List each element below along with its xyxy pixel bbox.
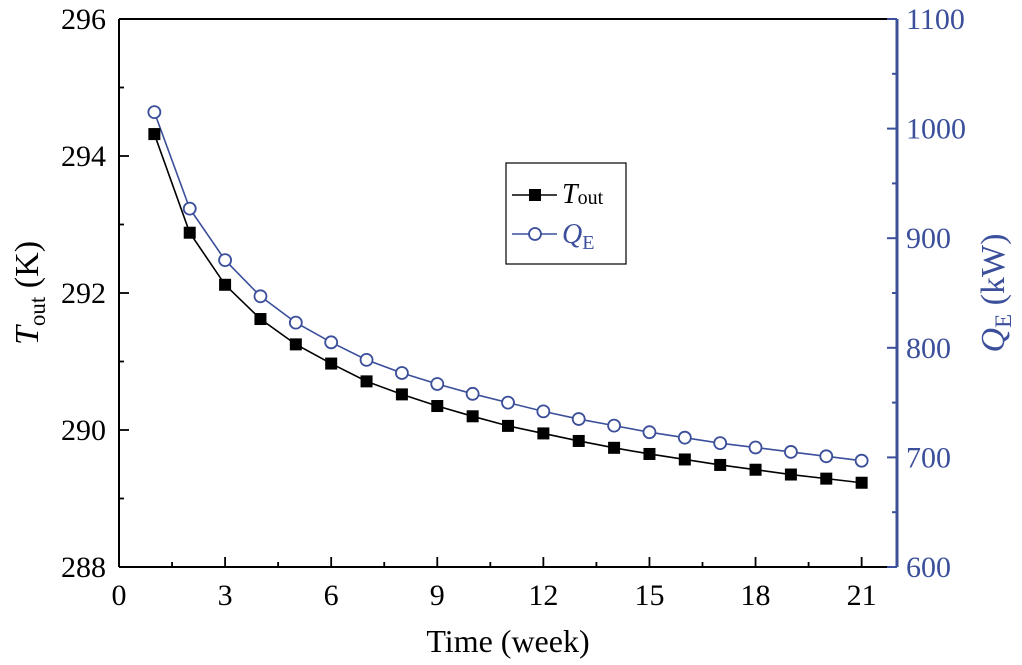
data-point-Tout: [678, 453, 691, 466]
data-point-QE: [642, 425, 657, 440]
x-tick-label: 3: [218, 579, 233, 612]
left-y-tick-label: 296: [61, 3, 106, 36]
legend-label-qe-main: Q: [562, 219, 582, 250]
data-point-QE: [182, 201, 197, 216]
data-point-QE: [748, 440, 763, 455]
legend-label-tout-main: T: [562, 179, 580, 210]
data-point-Tout: [360, 375, 373, 388]
data-point-QE: [607, 418, 621, 433]
left-axis-title-main: T: [9, 324, 46, 345]
x-tick-label: 12: [528, 579, 558, 612]
data-point-QE: [465, 386, 480, 401]
right-axis-title: QE (kW): [975, 234, 1016, 353]
data-point-Tout: [466, 410, 479, 423]
data-point-Tout: [749, 463, 762, 476]
data-point-QE: [713, 436, 728, 451]
data-point-Tout: [608, 441, 621, 454]
data-point-Tout: [784, 468, 797, 481]
data-point-QE: [571, 412, 586, 426]
data-point-Tout: [502, 419, 514, 432]
x-tick-label: 6: [324, 579, 339, 612]
data-point-Tout: [855, 476, 868, 489]
data-point-Tout: [183, 226, 196, 239]
data-point-Tout: [820, 472, 833, 485]
data-point-Tout: [289, 338, 302, 351]
series-markers: [147, 105, 869, 489]
legend-box: [505, 162, 627, 265]
data-point-QE: [677, 430, 692, 445]
left-axis-title-sub: out: [25, 296, 50, 326]
data-point-Tout: [643, 447, 656, 460]
x-tick-label: 0: [112, 579, 127, 612]
right-y-tick-label: 800: [906, 332, 951, 365]
right-y-tick-label: 1000: [906, 113, 966, 146]
left-y-tick-label: 288: [61, 551, 106, 584]
x-axis-title: Time (week): [426, 623, 589, 659]
x-ticks: 0 3 6 9 12 15 18 21: [112, 557, 877, 612]
data-point-QE: [253, 289, 268, 304]
legend-label-qe: QE: [562, 219, 594, 254]
data-point-QE: [218, 253, 232, 268]
left-y-tick-label: 292: [61, 277, 106, 310]
data-point-QE: [854, 453, 869, 468]
data-point-Tout: [254, 313, 267, 326]
legend-marker-tout: [529, 189, 541, 201]
right-y-tick-label: 700: [906, 441, 951, 474]
left-axis-title: Tout (K): [9, 241, 50, 345]
right-y-tick-label: 1100: [906, 3, 965, 36]
right-axis-title-main: Q: [975, 328, 1012, 353]
data-point-QE: [359, 352, 374, 367]
data-point-QE: [819, 449, 834, 464]
data-point-Tout: [431, 400, 444, 413]
data-point-Tout: [395, 388, 408, 401]
x-tick-label: 18: [741, 579, 771, 612]
data-point-QE: [430, 377, 445, 391]
right-y-tick-label: 900: [906, 222, 951, 255]
data-point-Tout: [537, 427, 550, 440]
data-point-QE: [501, 395, 515, 410]
data-point-Tout: [325, 357, 338, 370]
left-axis-title-unit: (K): [9, 241, 46, 297]
data-point-QE: [395, 366, 409, 380]
legend: Tout QE: [505, 162, 627, 265]
data-point-Tout: [714, 458, 727, 471]
data-point-QE: [288, 315, 303, 330]
legend-label-tout-sub: out: [578, 187, 604, 209]
x-tick-label: 21: [847, 579, 877, 612]
right-axis-title-unit: (kW): [975, 234, 1012, 314]
left-y-tick-label: 294: [61, 140, 106, 173]
x-tick-label: 15: [634, 579, 664, 612]
right-y-ticks: 600 700 800 900 1000 1100: [887, 3, 966, 584]
legend-label-qe-sub: E: [582, 232, 594, 254]
data-point-QE: [324, 335, 339, 350]
data-point-QE: [784, 445, 798, 459]
legend-marker-qe: [528, 227, 542, 241]
right-y-tick-label: 600: [906, 551, 951, 584]
data-point-Tout: [219, 278, 232, 291]
data-point-QE: [536, 404, 551, 419]
data-point-Tout: [572, 434, 585, 447]
left-y-tick-label: 290: [61, 414, 106, 447]
data-point-QE: [147, 105, 162, 120]
x-tick-label: 9: [430, 579, 445, 612]
right-axis-title-sub: E: [991, 314, 1016, 328]
data-point-Tout: [148, 128, 161, 141]
left-y-ticks: 288 290 292 294 296: [61, 3, 129, 584]
legend-label-tout: Tout: [562, 179, 604, 210]
